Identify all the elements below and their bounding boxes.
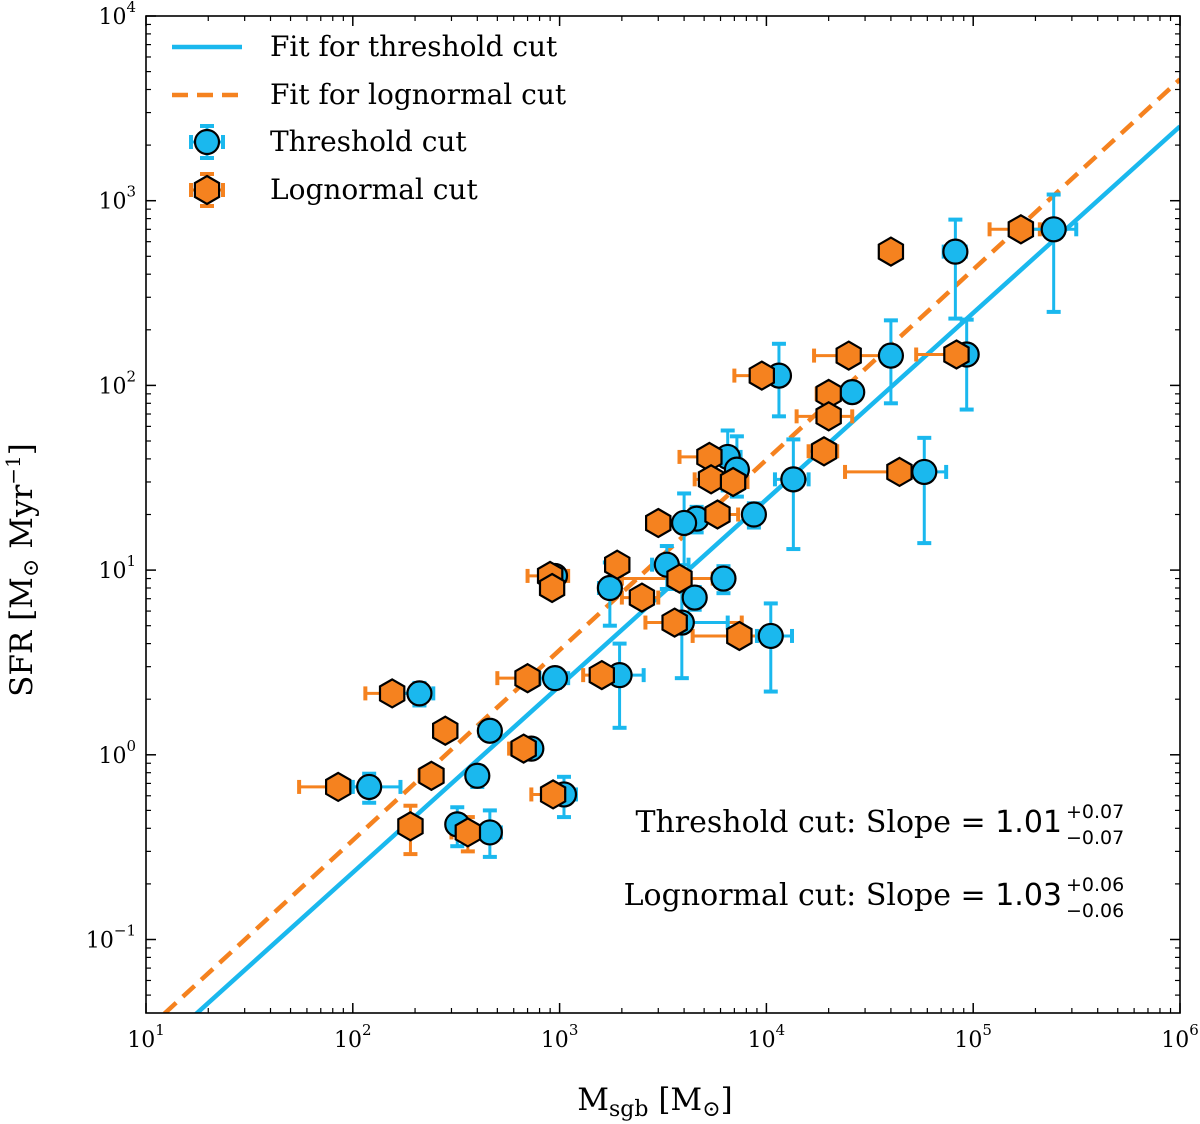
legend-item: Fit for threshold cut: [172, 30, 558, 63]
lognormal-point: [510, 733, 537, 764]
threshold-point: [406, 680, 433, 707]
threshold-point: [839, 378, 866, 406]
threshold-point: [740, 501, 767, 528]
lognormal-point: [378, 678, 406, 709]
x-tick-label: 106: [1161, 1021, 1199, 1053]
lognormal-point: [418, 760, 445, 792]
lognormal-point: [454, 817, 482, 848]
x-tick-label: 101: [127, 1021, 165, 1053]
legend-label: Threshold cut: [270, 125, 467, 158]
lognormal-point: [835, 340, 862, 371]
y-tick-label: 100: [98, 737, 136, 769]
threshold-point: [780, 466, 807, 493]
lognormal-point: [1007, 214, 1035, 245]
lognormal-point: [877, 236, 905, 267]
y-tick-label: 103: [98, 183, 136, 215]
y-tick-label: 104: [98, 0, 136, 30]
x-axis-label: Msgb [M⊙]: [577, 1082, 732, 1122]
lognormal-point: [539, 779, 567, 810]
threshold-point: [476, 819, 503, 846]
lognormal-point: [726, 620, 753, 652]
sun-symbol-icon: ⊙: [19, 559, 44, 577]
lognormal-point: [943, 339, 970, 370]
points-layer: [325, 214, 1067, 848]
error-bar: [941, 217, 968, 321]
lognormal-point: [644, 507, 672, 539]
x-tick-label: 105: [954, 1021, 992, 1053]
fit-line: [193, 124, 1180, 1013]
annotation-text: Lognormal cut: Slope = 1.03: [624, 878, 1062, 913]
legend: Fit for threshold cut Fit for lognormal c…: [172, 30, 567, 208]
legend-item: Threshold cut: [189, 124, 467, 160]
y-tick-label: 101: [98, 552, 136, 584]
legend-item: Lognormal cut: [189, 172, 478, 208]
threshold-point: [710, 565, 737, 592]
legend-label: Fit for threshold cut: [270, 30, 558, 63]
lognormal-point: [325, 771, 352, 803]
legend-label: Lognormal cut: [270, 173, 478, 206]
lognormal-point: [603, 549, 631, 580]
legend-hexagon-icon: [193, 174, 221, 206]
legend-item: Fit for lognormal cut: [172, 78, 567, 111]
threshold-point: [1040, 216, 1067, 243]
legend-circle-icon: [193, 128, 221, 156]
x-tick-label: 104: [748, 1021, 786, 1053]
lognormal-point: [514, 662, 541, 694]
annotation-plus-error: +0.07: [1066, 801, 1124, 823]
y-axis-label: SFR [M⊙ Myr−1]: [1, 443, 44, 697]
annotation-plus-error: +0.06: [1066, 874, 1124, 896]
lognormal-point: [432, 715, 459, 746]
slope-annotation: Threshold cut: Slope = 1.01 +0.07 −0.07: [635, 801, 1124, 849]
ticks-layer: 101 102 103 104 105 106 10−1 100 101 102 103 104: [86, 0, 1199, 1053]
threshold-point: [356, 773, 383, 801]
lognormal-point: [666, 563, 693, 594]
threshold-point: [596, 574, 623, 602]
threshold-point: [681, 584, 708, 611]
threshold-point: [877, 342, 905, 369]
x-tick-label: 102: [334, 1021, 372, 1053]
lognormal-point: [397, 811, 424, 842]
lognormal-point: [719, 466, 747, 498]
annotation-text: Threshold cut: Slope = 1.01: [635, 805, 1062, 840]
lognormal-point: [886, 456, 913, 488]
annotation-minus-error: −0.06: [1066, 900, 1124, 922]
lognormal-point: [628, 582, 656, 613]
x-tick-label: 103: [541, 1021, 579, 1053]
threshold-point: [942, 238, 969, 265]
threshold-point: [476, 717, 503, 744]
lognormal-point: [661, 607, 688, 638]
threshold-point: [541, 665, 569, 692]
slope-annotations: Threshold cut: Slope = 1.01 +0.07 −0.07 Log…: [624, 801, 1125, 922]
lognormal-point: [588, 659, 616, 691]
lognormal-point: [538, 572, 566, 604]
threshold-point: [911, 458, 938, 486]
threshold-point: [671, 509, 698, 537]
y-tick-label: 10−1: [86, 922, 136, 954]
threshold-point: [757, 622, 784, 650]
sun-symbol-icon: ⊙: [702, 1097, 720, 1122]
lognormal-point: [810, 436, 838, 467]
lognormal-point: [697, 464, 725, 495]
threshold-point: [464, 762, 491, 789]
lognormal-point: [748, 360, 776, 391]
legend-label: Fit for lognormal cut: [270, 78, 567, 111]
y-tick-label: 102: [98, 367, 136, 399]
lognormal-point: [815, 401, 842, 432]
error-bar: [899, 435, 949, 546]
annotation-minus-error: −0.07: [1066, 827, 1124, 849]
slope-annotation: Lognormal cut: Slope = 1.03 +0.06 −0.06: [624, 874, 1125, 922]
error-bar: [772, 437, 811, 552]
lognormal-point: [704, 499, 731, 530]
